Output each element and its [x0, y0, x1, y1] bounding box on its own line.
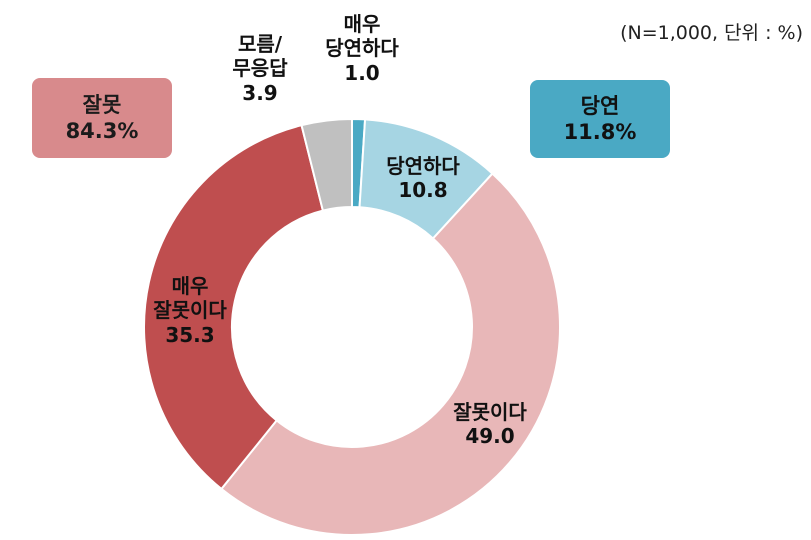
summary-wrong-box: 잘못 84.3% — [32, 78, 172, 158]
sample-note: (N=1,000, 단위 : %) — [620, 22, 803, 44]
slice-label-right: 당연하다 10.8 — [386, 154, 460, 203]
slice-label-very-wrong: 매우 잘못이다 35.3 — [153, 274, 227, 347]
slice-very-wrong — [143, 124, 325, 491]
slice-label-dont-know: 모름/ 무응답 3.9 — [232, 32, 288, 105]
slice-label-wrong: 잘못이다 49.0 — [453, 400, 527, 449]
slice-label-very-right: 매우 당연하다 1.0 — [325, 12, 399, 85]
summary-right-box: 당연 11.8% — [530, 80, 670, 158]
summary-right-label: 당연 — [580, 93, 620, 118]
summary-wrong-label: 잘못 — [82, 92, 122, 117]
summary-right-value: 11.8% — [563, 120, 637, 144]
summary-wrong-value: 84.3% — [65, 119, 139, 143]
slice-wrong — [220, 172, 561, 536]
slice-dont-know — [300, 117, 353, 212]
